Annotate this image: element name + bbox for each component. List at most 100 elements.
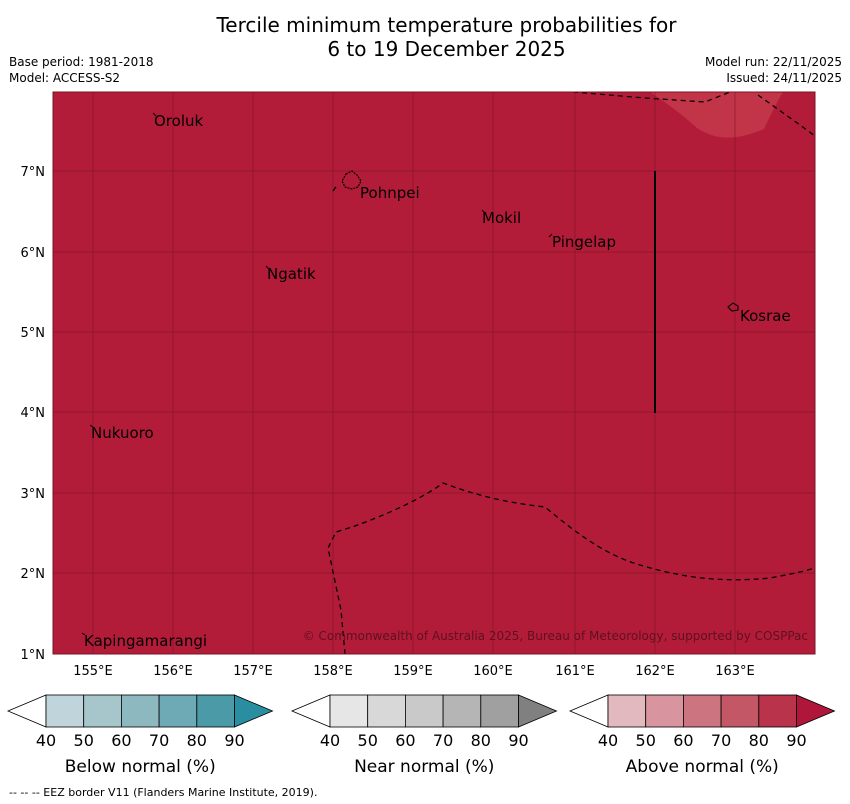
legend-tick-label: 70	[711, 731, 731, 750]
legend-near-label: Near normal (%)	[354, 757, 494, 777]
lon-tick-label: 156°E	[153, 664, 193, 679]
legend-tick-label: 90	[224, 731, 244, 750]
legend-below-label: Below normal (%)	[65, 757, 216, 777]
lat-tick-label: 6°N	[21, 246, 46, 261]
legend-above-swatch	[683, 694, 722, 728]
legend-near-swatch	[404, 694, 444, 728]
ngatik-marker	[265, 265, 270, 270]
place-label-ngatik: Ngatik	[267, 265, 316, 283]
legend-tick-label: 70	[149, 731, 169, 750]
legend-below-swatch	[121, 694, 160, 728]
eez-borders	[327, 92, 815, 654]
legend-tick-label: 80	[187, 731, 207, 750]
meta-left: Base period: 1981-2018 Model: ACCESS-S2	[9, 54, 154, 86]
pohnpei-island-outline	[341, 170, 362, 190]
legend-tick-label: 40	[320, 731, 340, 750]
legend-tick-label: 60	[395, 731, 415, 750]
atoll-markers	[81, 112, 553, 636]
legend-above-swatch	[758, 694, 797, 728]
lat-tick-label: 3°N	[21, 487, 46, 502]
lat-tick-label: 4°N	[21, 406, 46, 421]
mokil-marker	[481, 209, 486, 214]
lon-tick-label: 161°E	[555, 664, 595, 679]
title-line-2: 6 to 19 December 2025	[327, 37, 566, 61]
place-label-pohnpei: Pohnpei	[360, 184, 420, 202]
chart-title: Tercile minimum temperature probabilitie…	[0, 13, 850, 61]
kapingamarangi-marker	[81, 632, 86, 636]
copyright-text: © Commonwealth of Australia 2025, Bureau…	[303, 629, 808, 643]
legend-near: 40 50 60 70 80 90 Near normal (%)	[290, 694, 558, 777]
legend-tick-label: 90	[508, 731, 528, 750]
legend-near-swatch	[480, 694, 519, 728]
legend-tick-label: 40	[598, 731, 618, 750]
legend-tick-label: 90	[786, 731, 806, 750]
lon-tick-label: 159°E	[393, 664, 433, 679]
eez-border-south	[327, 482, 815, 654]
probability-patch-80-90	[650, 92, 783, 138]
title-line-1: Tercile minimum temperature probabilitie…	[216, 13, 677, 37]
lat-tick-label: 7°N	[21, 165, 46, 180]
issued-text: Issued: 24/11/2025	[726, 71, 842, 85]
model-text: Model: ACCESS-S2	[9, 71, 121, 85]
meta-right: Model run: 22/11/2025 Issued: 24/11/2025	[705, 54, 842, 86]
legend-below-swatch	[45, 694, 85, 728]
legend-near-high-arrow	[518, 694, 558, 728]
place-labels: Oroluk Pohnpei Mokil Pingelap Ngatik Kos…	[84, 112, 791, 650]
legend-above-low-arrow	[568, 694, 609, 728]
legend-near-low-arrow	[290, 694, 331, 728]
legend-tick-label: 60	[111, 731, 131, 750]
lon-tick-label: 157°E	[233, 664, 273, 679]
legend-above-swatch	[720, 694, 760, 728]
legend-below-low-arrow	[6, 694, 47, 728]
latitude-axis: 7°N 6°N 5°N 4°N 3°N 2°N 1°N	[21, 165, 46, 663]
legend-near-swatch	[367, 694, 406, 728]
place-label-kosrae: Kosrae	[740, 307, 791, 325]
legend-below-swatch	[196, 694, 235, 728]
legend-above-high-arrow	[796, 694, 836, 728]
legend-tick-label: 50	[74, 731, 94, 750]
eez-border-north	[572, 92, 815, 137]
legend-below: 40 50 60 70 80 90 Below normal (%)	[6, 694, 274, 777]
legend-below-swatch	[158, 694, 198, 728]
map-gridlines	[53, 92, 815, 654]
place-label-pingelap: Pingelap	[552, 233, 616, 251]
place-label-mokil: Mokil	[482, 209, 521, 227]
legend-near-swatch	[329, 694, 369, 728]
lon-tick-label: 160°E	[473, 664, 513, 679]
place-label-nukuoro: Nukuoro	[91, 424, 154, 442]
base-period-text: Base period: 1981-2018	[9, 55, 154, 69]
model-run-text: Model run: 22/11/2025	[704, 55, 842, 69]
lat-tick-label: 5°N	[21, 326, 46, 341]
legend-tick-label: 40	[36, 731, 56, 750]
legend-below-swatch	[83, 694, 122, 728]
place-label-kapingamarangi: Kapingamarangi	[84, 632, 207, 650]
lon-tick-label: 162°E	[635, 664, 675, 679]
legend: 40 50 60 70 80 90 Below normal (%) 40 50 60 70 80 90…	[6, 694, 836, 777]
kosrae-island-outline	[727, 302, 739, 312]
legend-above-swatch	[607, 694, 647, 728]
eez-border-pohnpei	[332, 183, 339, 192]
lat-tick-label: 2°N	[21, 567, 46, 582]
map-probability-fill	[53, 92, 815, 654]
lon-tick-label: 155°E	[73, 664, 113, 679]
legend-below-high-arrow	[234, 694, 274, 728]
legend-tick-label: 60	[673, 731, 693, 750]
legend-above-swatch	[645, 694, 684, 728]
legend-tick-label: 70	[433, 731, 453, 750]
lon-tick-label: 163°E	[715, 664, 755, 679]
legend-tick-label: 80	[471, 731, 491, 750]
lon-tick-label: 158°E	[313, 664, 353, 679]
legend-above: 40 50 60 70 80 90 Above normal (%)	[568, 694, 836, 777]
nukuoro-marker	[89, 424, 95, 429]
longitude-axis: 155°E 156°E 157°E 158°E 159°E 160°E 161°E 162°E…	[73, 664, 755, 679]
place-label-oroluk: Oroluk	[154, 112, 203, 130]
eez-footer-note: -- -- -- EEZ border V11 (Flanders Marine…	[9, 786, 318, 799]
legend-near-swatch	[442, 694, 482, 728]
legend-tick-label: 50	[358, 731, 378, 750]
pingelap-marker	[548, 233, 553, 238]
lat-tick-label: 1°N	[21, 648, 46, 663]
legend-tick-label: 50	[636, 731, 656, 750]
legend-above-label: Above normal (%)	[626, 757, 779, 777]
map-frame	[52, 91, 816, 655]
